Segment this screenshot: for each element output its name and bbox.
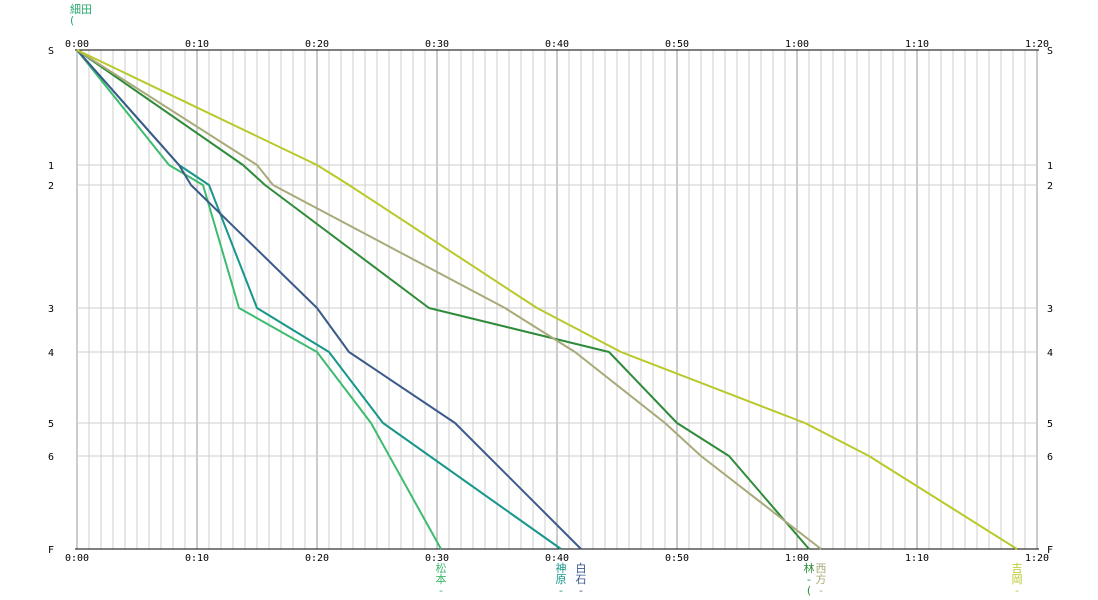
- runner-name-label: -: [559, 584, 563, 597]
- y-control-label-right: 4: [1047, 348, 1053, 359]
- series-line: [76, 49, 1018, 550]
- y-control-label-right: 1: [1047, 161, 1053, 172]
- runner-name-label: 岡: [1012, 573, 1023, 586]
- runner-name-label: -: [1015, 584, 1019, 597]
- x-tick-label-top: 1:20: [1025, 39, 1049, 50]
- y-control-label-left: 4: [48, 348, 54, 359]
- y-control-label-right: 3: [1047, 304, 1053, 315]
- runner-name-label: 松: [436, 561, 447, 575]
- x-tick-label-top: 0:20: [305, 39, 329, 50]
- runner-name-label: 吉: [1012, 562, 1023, 575]
- x-tick-label-top: 0:30: [425, 39, 449, 50]
- y-control-label-right: F: [1047, 545, 1053, 556]
- series-lines: [76, 49, 1018, 550]
- top-runner-label: 細田: [70, 3, 92, 16]
- x-tick-label-bottom: 1:20: [1025, 553, 1049, 564]
- x-tick-label-bottom: 0:20: [305, 553, 329, 564]
- top-runner-label: (: [70, 14, 74, 27]
- x-tick-label-top: 0:50: [665, 39, 689, 50]
- runner-name-label: 西: [816, 562, 827, 575]
- series-line: [76, 49, 442, 550]
- y-control-label-left: F: [48, 545, 54, 556]
- y-control-label-left: S: [48, 46, 54, 57]
- x-tick-label-bottom: 1:10: [905, 553, 929, 564]
- y-control-label-right: S: [1047, 46, 1053, 57]
- series-line: [76, 49, 822, 550]
- x-tick-label-top: 0:40: [545, 39, 569, 50]
- y-control-label-right: 2: [1047, 181, 1053, 192]
- y-control-label-right: 5: [1047, 419, 1053, 430]
- x-tick-label-top: 1:00: [785, 39, 809, 50]
- y-control-label-right: 6: [1047, 452, 1053, 463]
- y-control-label-left: 6: [48, 452, 54, 463]
- runner-name-label: 白: [576, 561, 587, 575]
- runner-name-label: 石: [576, 573, 587, 586]
- x-tick-label-bottom: 0:40: [545, 553, 569, 564]
- x-tick-label-bottom: 0:50: [665, 553, 689, 564]
- x-tick-label-bottom: 0:00: [65, 553, 89, 564]
- runner-name-label: -: [439, 584, 443, 597]
- runner-name-label: -: [579, 584, 583, 597]
- runner-name-label: 方: [816, 572, 827, 586]
- runner-name-label: 林: [804, 561, 815, 575]
- y-control-label-left: 5: [48, 419, 54, 430]
- y-control-label-left: 3: [48, 304, 54, 315]
- x-tick-label-bottom: 0:30: [425, 553, 449, 564]
- x-tick-label-top: 1:10: [905, 39, 929, 50]
- y-control-label-left: 1: [48, 161, 54, 172]
- runner-name-label: 原: [556, 573, 567, 586]
- runner-name-label: -: [819, 584, 823, 597]
- x-tick-label-bottom: 1:00: [785, 553, 809, 564]
- axes: 0:00 0:00 0:10 0:10 0:20 0:20 0:30 0:30 0:40 0:40…: [48, 39, 1053, 564]
- x-tick-label-bottom: 0:10: [185, 553, 209, 564]
- series-line: [76, 49, 810, 550]
- runner-name-label: (: [807, 584, 811, 597]
- runner-labels: 細田(松本-神原-白石-林-(西方-吉岡-: [70, 3, 1023, 597]
- runner-name-label: -: [807, 573, 811, 586]
- x-tick-label-top: 0:10: [185, 39, 209, 50]
- runner-name-label: 本: [436, 572, 447, 586]
- runner-name-label: 神: [556, 561, 567, 575]
- y-control-label-left: 2: [48, 181, 54, 192]
- grid: [76, 49, 1038, 550]
- x-tick-label-top: 0:00: [65, 39, 89, 50]
